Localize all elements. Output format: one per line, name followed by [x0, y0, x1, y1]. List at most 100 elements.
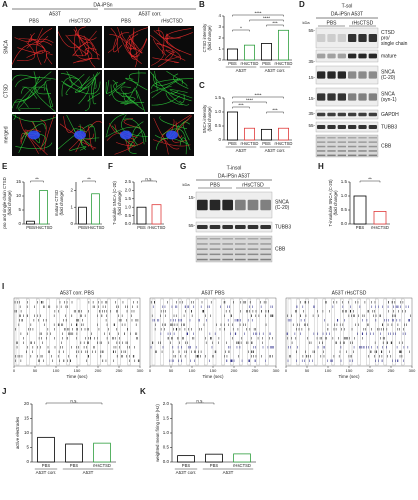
cbb-band: [222, 258, 233, 261]
x-tick-label: 250: [252, 368, 259, 373]
neurite: [87, 92, 101, 102]
significance-bracket: [232, 106, 250, 109]
cbb-band: [235, 243, 246, 245]
cbb-band: [337, 137, 346, 139]
burst-box: [186, 298, 191, 366]
y-axis-label: SNCA intensity: [202, 104, 207, 134]
burst-box: [238, 298, 243, 366]
panel-letter: K: [140, 387, 146, 396]
bar: [260, 128, 272, 141]
neurite: [159, 115, 188, 130]
burst-box: [169, 298, 173, 366]
group-label: A53T: [236, 68, 247, 73]
neurite: [114, 140, 135, 155]
bar: [243, 127, 255, 141]
y-tick-label: 0: [70, 221, 73, 226]
cbb-band: [358, 145, 367, 148]
x-tick-label: 200: [367, 368, 374, 373]
y-tick-label: 0.0: [341, 221, 348, 226]
significance-bracket: [266, 111, 284, 114]
blot-title: T-sol: [342, 3, 353, 9]
x-tick-label: PBS: [70, 463, 79, 468]
cbb-band: [209, 238, 221, 240]
cbb-band: [209, 243, 221, 245]
band: [368, 71, 377, 79]
group-label: A53T: [223, 470, 234, 475]
neurite: [175, 121, 183, 138]
band: [235, 199, 246, 211]
panel-letter: J: [2, 387, 6, 396]
significance-label: ****: [263, 16, 270, 21]
cbb-band: [260, 248, 271, 250]
x-tick-label: PBS: [228, 141, 237, 146]
neurite: [131, 38, 147, 58]
neurite: [77, 49, 93, 63]
band: [348, 34, 357, 42]
band: [317, 53, 326, 59]
x-tick-label: 50: [169, 368, 174, 373]
micrograph: [104, 26, 148, 68]
y-tick-label: 2.0: [125, 188, 132, 193]
neurite: [65, 73, 85, 95]
cbb-band: [247, 238, 259, 240]
band: [327, 112, 336, 117]
band: [317, 34, 326, 42]
burst-box: [256, 298, 260, 366]
row-label: CTSD: [3, 84, 9, 98]
neurite: [128, 38, 148, 57]
neurite: [153, 117, 180, 150]
x-tick-label: rHsCTSD: [275, 61, 293, 66]
bar: [39, 189, 48, 225]
band: [337, 125, 346, 129]
neurite: [69, 146, 87, 152]
y-tick-label: 5: [18, 207, 21, 212]
band: [337, 53, 346, 59]
band-label: SNCA: [381, 70, 396, 76]
y-tick-label: 1.0: [163, 430, 170, 435]
y-axis-label: CTSD intensity: [202, 23, 207, 53]
neurite: [165, 37, 192, 56]
neurite: [113, 81, 124, 97]
neurite: [75, 121, 102, 153]
band-label: mature: [381, 53, 397, 59]
neurite: [65, 26, 81, 48]
x-tick-label: 0: [285, 368, 288, 373]
neurite: [105, 80, 110, 94]
neurite: [20, 129, 42, 145]
mw-marker: 35-: [308, 111, 315, 116]
neurite: [14, 33, 33, 42]
band: [209, 225, 221, 229]
neurite: [93, 74, 97, 89]
cbb-band: [247, 253, 259, 256]
band: [197, 199, 208, 211]
cbb-band: [209, 258, 221, 261]
significance-bracket: [232, 29, 250, 32]
significance-bracket: [30, 180, 44, 183]
mw-marker: 55-: [308, 28, 315, 33]
lane-label: PBS: [326, 20, 337, 26]
y-tick-label: 0.5: [163, 445, 170, 450]
cbb-band: [317, 137, 326, 139]
neurite: [30, 38, 47, 64]
mw-marker: 15-: [188, 195, 195, 200]
burst-box: [160, 298, 164, 366]
burst-box: [195, 298, 199, 366]
cbb-band: [327, 141, 336, 143]
neurite: [108, 81, 126, 97]
x-tick-label: PBS: [262, 141, 271, 146]
x-tick-label: rHsCTSD: [87, 225, 105, 230]
panel-letter: E: [2, 162, 8, 171]
burst-box: [15, 298, 20, 366]
neurite: [11, 98, 29, 109]
significance-label: n.s.: [196, 399, 203, 404]
neurite: [121, 114, 148, 138]
bar: [26, 220, 35, 225]
x-tick-label: PBS: [26, 225, 35, 230]
band: [197, 225, 208, 229]
neurite: [121, 96, 136, 106]
cbb-band: [337, 150, 346, 152]
column-label: PBS: [121, 18, 132, 24]
neurite: [132, 121, 144, 146]
burst-box: [151, 298, 156, 366]
band: [368, 112, 377, 117]
